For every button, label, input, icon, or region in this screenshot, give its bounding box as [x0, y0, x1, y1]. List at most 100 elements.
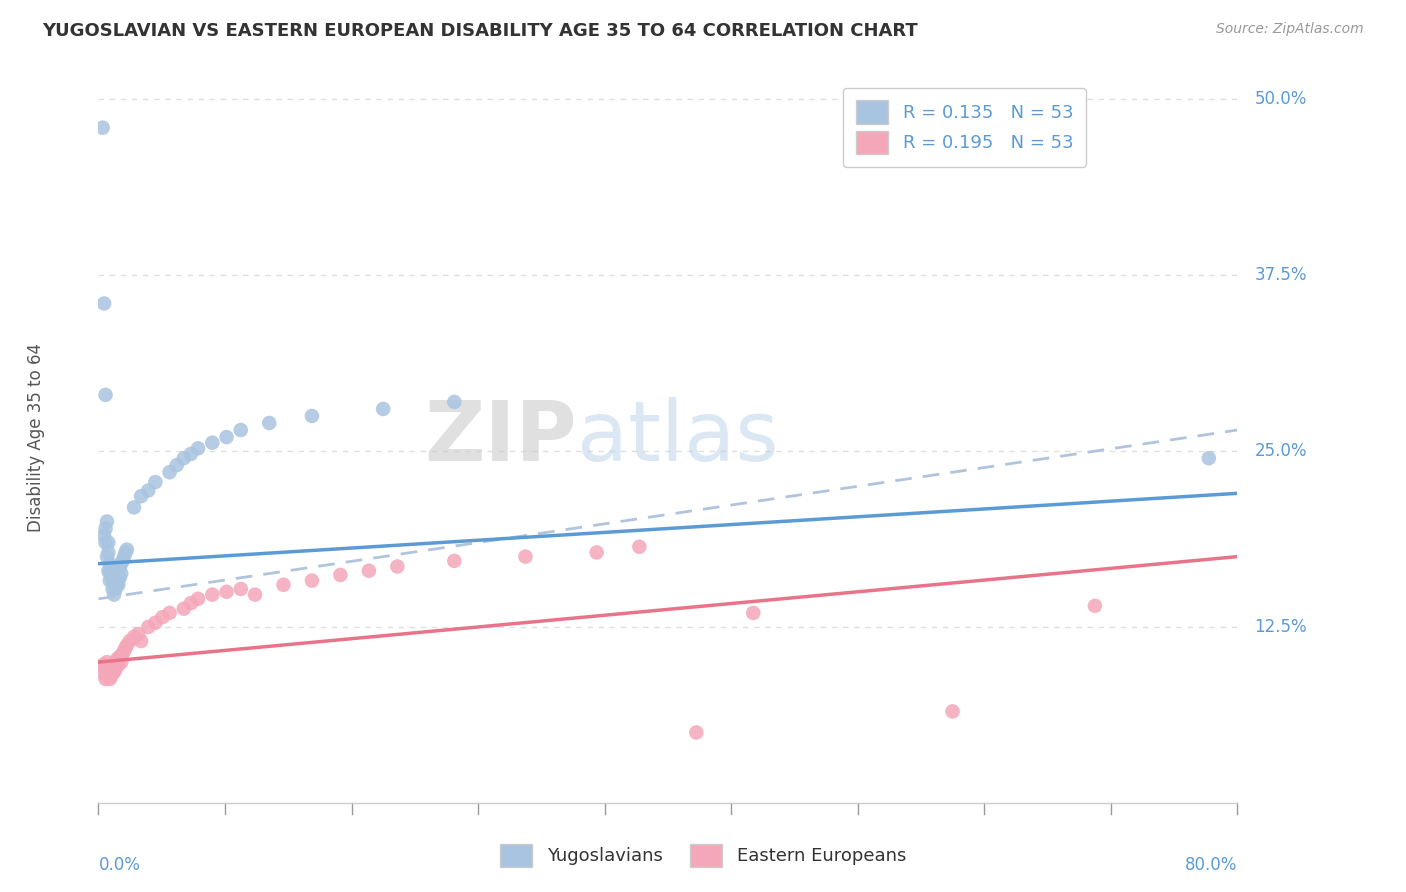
Point	[387, 559, 409, 574]
Text: Source: ZipAtlas.com: Source: ZipAtlas.com	[1216, 22, 1364, 37]
Point	[101, 582, 124, 596]
Point	[96, 515, 118, 529]
Point	[104, 582, 127, 596]
Point	[159, 606, 181, 620]
Point	[187, 442, 209, 456]
Text: YUGOSLAVIAN VS EASTERN EUROPEAN DISABILITY AGE 35 TO 64 CORRELATION CHART: YUGOSLAVIAN VS EASTERN EUROPEAN DISABILI…	[42, 22, 918, 40]
Point	[229, 582, 252, 596]
Point	[104, 574, 127, 588]
Point	[103, 657, 125, 672]
Point	[215, 584, 238, 599]
Point	[110, 566, 132, 581]
Point	[108, 571, 131, 585]
Point	[97, 659, 120, 673]
Point	[111, 647, 134, 661]
Point	[94, 535, 117, 549]
Text: 0.0%: 0.0%	[98, 856, 141, 874]
Point	[127, 627, 149, 641]
Point	[101, 666, 124, 681]
Point	[115, 638, 138, 652]
Point	[152, 610, 174, 624]
Point	[105, 652, 128, 666]
Point	[118, 634, 141, 648]
Point	[115, 542, 138, 557]
Point	[100, 571, 122, 585]
Point	[515, 549, 537, 564]
Point	[111, 554, 134, 568]
Point	[105, 578, 128, 592]
Point	[122, 630, 145, 644]
Legend: Yugoslavians, Eastern Europeans: Yugoslavians, Eastern Europeans	[492, 837, 914, 874]
Point	[112, 644, 135, 658]
Text: 80.0%: 80.0%	[1185, 856, 1237, 874]
Point	[259, 416, 281, 430]
Point	[101, 659, 124, 673]
Point	[187, 591, 209, 606]
Point	[114, 545, 136, 559]
Point	[373, 401, 395, 416]
Point	[585, 545, 607, 559]
Point	[1198, 451, 1220, 466]
Point	[215, 430, 238, 444]
Point	[443, 395, 465, 409]
Text: 50.0%: 50.0%	[1254, 90, 1306, 109]
Text: ZIP: ZIP	[425, 397, 576, 477]
Point	[173, 451, 195, 466]
Point	[97, 545, 120, 559]
Point	[201, 588, 224, 602]
Point	[103, 578, 125, 592]
Point	[357, 564, 380, 578]
Point	[101, 564, 124, 578]
Point	[100, 662, 122, 676]
Text: atlas: atlas	[576, 397, 779, 477]
Point	[97, 535, 120, 549]
Point	[229, 423, 252, 437]
Point	[104, 662, 127, 676]
Point	[107, 566, 129, 581]
Point	[166, 458, 188, 473]
Point	[942, 705, 965, 719]
Point	[100, 559, 122, 574]
Point	[103, 665, 125, 679]
Point	[100, 669, 122, 683]
Point	[98, 672, 121, 686]
Point	[98, 566, 121, 581]
Point	[114, 641, 136, 656]
Point	[94, 521, 117, 535]
Point	[93, 666, 115, 681]
Point	[742, 606, 765, 620]
Point	[145, 475, 167, 489]
Text: Disability Age 35 to 64: Disability Age 35 to 64	[27, 343, 45, 532]
Point	[173, 601, 195, 615]
Point	[101, 574, 124, 588]
Point	[98, 664, 121, 678]
Point	[136, 620, 159, 634]
Point	[93, 528, 115, 542]
Point	[96, 665, 118, 679]
Point	[97, 669, 120, 683]
Point	[91, 657, 114, 672]
Text: 25.0%: 25.0%	[1254, 442, 1306, 460]
Point	[107, 578, 129, 592]
Point	[301, 409, 323, 423]
Point	[201, 435, 224, 450]
Point	[98, 557, 121, 571]
Legend: R = 0.135   N = 53, R = 0.195   N = 53: R = 0.135 N = 53, R = 0.195 N = 53	[844, 87, 1085, 167]
Point	[96, 655, 118, 669]
Point	[1084, 599, 1107, 613]
Point	[105, 571, 128, 585]
Point	[94, 672, 117, 686]
Point	[685, 725, 707, 739]
Point	[103, 588, 125, 602]
Point	[136, 483, 159, 498]
Point	[93, 296, 115, 310]
Point	[112, 549, 135, 564]
Point	[628, 540, 651, 554]
Point	[104, 655, 127, 669]
Point	[301, 574, 323, 588]
Point	[97, 564, 120, 578]
Point	[159, 465, 181, 479]
Point	[91, 120, 114, 135]
Point	[129, 489, 152, 503]
Point	[108, 649, 131, 664]
